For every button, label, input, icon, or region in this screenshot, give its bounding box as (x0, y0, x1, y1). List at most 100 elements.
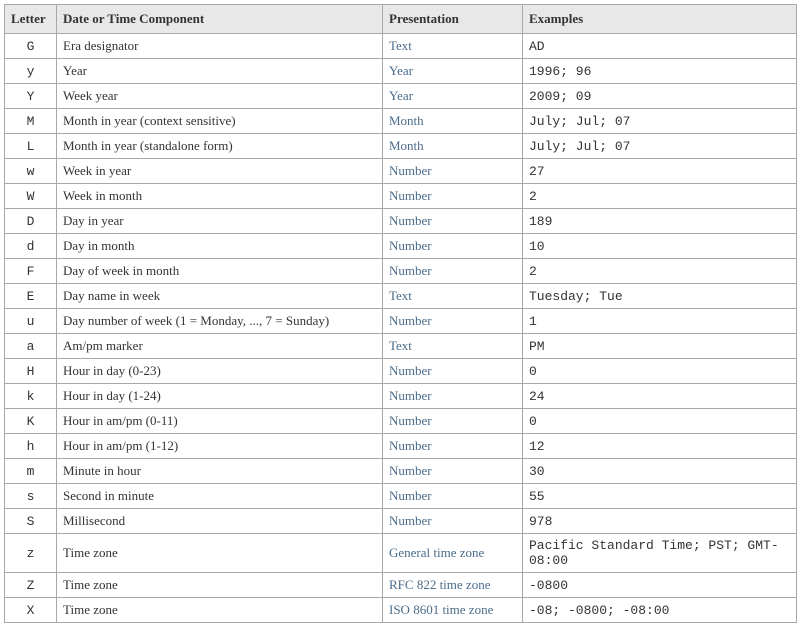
examples-cell: 0 (523, 409, 797, 434)
examples-cell: 1 (523, 309, 797, 334)
table-row: hHour in am/pm (1-12)Number12 (5, 434, 797, 459)
presentation-cell: Number (383, 484, 523, 509)
presentation-link[interactable]: Number (389, 188, 432, 203)
examples-cell: 30 (523, 459, 797, 484)
table-row: mMinute in hourNumber30 (5, 459, 797, 484)
examples-cell: 2 (523, 259, 797, 284)
component-cell: Day in month (57, 234, 383, 259)
component-cell: Day name in week (57, 284, 383, 309)
header-letter: Letter (5, 5, 57, 34)
presentation-link[interactable]: Month (389, 138, 424, 153)
component-cell: Am/pm marker (57, 334, 383, 359)
component-cell: Day number of week (1 = Monday, ..., 7 =… (57, 309, 383, 334)
table-row: DDay in year Number 189 (5, 209, 797, 234)
component-cell: Year (57, 59, 383, 84)
presentation-cell: Year (383, 59, 523, 84)
examples-cell: 1996; 96 (523, 59, 797, 84)
letter-cell: a (5, 334, 57, 359)
presentation-link[interactable]: Number (389, 213, 432, 228)
presentation-link[interactable]: Text (389, 338, 412, 353)
presentation-link[interactable]: Text (389, 288, 412, 303)
examples-cell: Pacific Standard Time; PST; GMT-08:00 (523, 534, 797, 573)
component-cell: Month in year (standalone form) (57, 134, 383, 159)
presentation-link[interactable]: RFC 822 time zone (389, 577, 490, 592)
letter-cell: H (5, 359, 57, 384)
presentation-link[interactable]: Number (389, 363, 432, 378)
component-cell: Time zone (57, 598, 383, 623)
presentation-link[interactable]: Year (389, 63, 413, 78)
letter-cell: z (5, 534, 57, 573)
table-row: aAm/pm marker Text PM (5, 334, 797, 359)
table-row: ZTime zoneRFC 822 time zone-0800 (5, 573, 797, 598)
component-cell: Hour in day (1-24) (57, 384, 383, 409)
presentation-link[interactable]: Number (389, 163, 432, 178)
presentation-cell: Number (383, 384, 523, 409)
examples-cell: PM (523, 334, 797, 359)
letter-cell: s (5, 484, 57, 509)
letter-cell: w (5, 159, 57, 184)
table-row: wWeek in yearNumber27 (5, 159, 797, 184)
examples-cell: 55 (523, 484, 797, 509)
presentation-link[interactable]: Number (389, 488, 432, 503)
letter-cell: X (5, 598, 57, 623)
presentation-link[interactable]: Number (389, 413, 432, 428)
presentation-cell: Number (383, 259, 523, 284)
table-row: sSecond in minuteNumber55 (5, 484, 797, 509)
examples-cell: Tuesday; Tue (523, 284, 797, 309)
letter-cell: Z (5, 573, 57, 598)
component-cell: Time zone (57, 573, 383, 598)
table-row: HHour in day (0-23)Number0 (5, 359, 797, 384)
presentation-cell: Number (383, 209, 523, 234)
letter-cell: L (5, 134, 57, 159)
presentation-link[interactable]: Number (389, 263, 432, 278)
component-cell: Millisecond (57, 509, 383, 534)
presentation-link[interactable]: Number (389, 313, 432, 328)
letter-cell: u (5, 309, 57, 334)
presentation-cell: Number (383, 159, 523, 184)
letter-cell: W (5, 184, 57, 209)
presentation-cell: Text (383, 334, 523, 359)
letter-cell: F (5, 259, 57, 284)
letter-cell: Y (5, 84, 57, 109)
table-header-row: Letter Date or Time Component Presentati… (5, 5, 797, 34)
table-row: kHour in day (1-24) Number 24 (5, 384, 797, 409)
component-cell: Week in year (57, 159, 383, 184)
letter-cell: S (5, 509, 57, 534)
examples-cell: 10 (523, 234, 797, 259)
presentation-cell: ISO 8601 time zone (383, 598, 523, 623)
component-cell: Day of week in month (57, 259, 383, 284)
presentation-link[interactable]: Text (389, 38, 412, 53)
presentation-cell: RFC 822 time zone (383, 573, 523, 598)
component-cell: Week in month (57, 184, 383, 209)
component-cell: Time zone (57, 534, 383, 573)
examples-cell: 24 (523, 384, 797, 409)
table-row: dDay in monthNumber10 (5, 234, 797, 259)
letter-cell: M (5, 109, 57, 134)
component-cell: Day in year (57, 209, 383, 234)
table-row: uDay number of week (1 = Monday, ..., 7 … (5, 309, 797, 334)
presentation-link[interactable]: Number (389, 438, 432, 453)
presentation-cell: Number (383, 434, 523, 459)
presentation-link[interactable]: Number (389, 238, 432, 253)
letter-cell: m (5, 459, 57, 484)
component-cell: Week year (57, 84, 383, 109)
presentation-link[interactable]: General time zone (389, 545, 484, 560)
letter-cell: h (5, 434, 57, 459)
component-cell: Hour in am/pm (1-12) (57, 434, 383, 459)
presentation-link[interactable]: Year (389, 88, 413, 103)
presentation-link[interactable]: ISO 8601 time zone (389, 602, 493, 617)
table-row: KHour in am/pm (0-11)Number0 (5, 409, 797, 434)
presentation-cell: Number (383, 359, 523, 384)
examples-cell: 0 (523, 359, 797, 384)
letter-cell: k (5, 384, 57, 409)
examples-cell: -08; -0800; -08:00 (523, 598, 797, 623)
presentation-link[interactable]: Number (389, 388, 432, 403)
presentation-link[interactable]: Month (389, 113, 424, 128)
table-row: WWeek in month Number 2 (5, 184, 797, 209)
component-cell: Month in year (context sensitive) (57, 109, 383, 134)
examples-cell: 2 (523, 184, 797, 209)
presentation-link[interactable]: Number (389, 513, 432, 528)
presentation-link[interactable]: Number (389, 463, 432, 478)
examples-cell: 189 (523, 209, 797, 234)
letter-cell: D (5, 209, 57, 234)
